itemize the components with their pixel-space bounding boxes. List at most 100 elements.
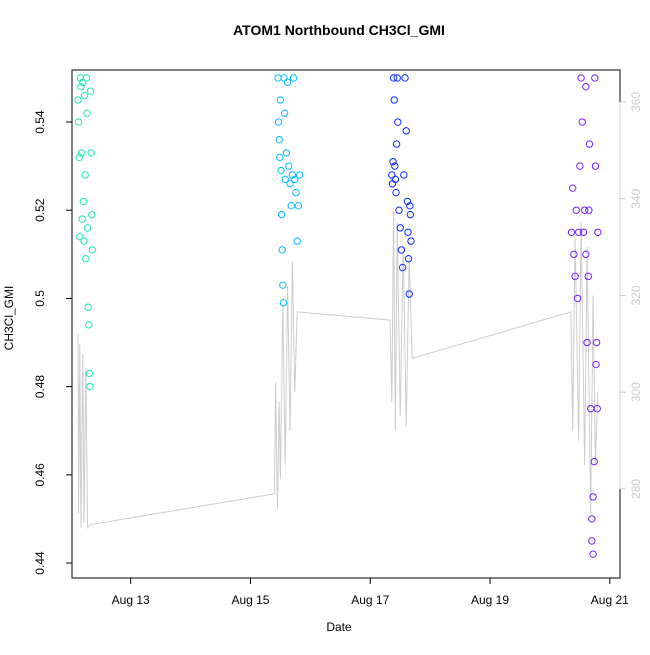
point — [276, 96, 285, 104]
point — [584, 272, 592, 281]
point — [85, 321, 93, 329]
y-tick-label: 0.5 — [33, 290, 47, 307]
point — [574, 228, 583, 236]
point — [86, 87, 95, 95]
point — [288, 171, 297, 179]
chart-title: ATOM1 Northbound CH3Cl_GMI — [233, 22, 445, 38]
point — [294, 202, 303, 210]
point — [82, 255, 90, 263]
x-tick-label: Aug 15 — [231, 593, 269, 607]
point — [389, 158, 397, 166]
point — [579, 228, 588, 236]
y-tick-label: 0.54 — [33, 110, 47, 134]
point — [591, 162, 600, 170]
point — [78, 215, 86, 223]
y2-tick-label: 360 — [629, 92, 643, 112]
point — [395, 206, 403, 214]
point — [292, 188, 300, 197]
point — [576, 162, 584, 170]
point — [88, 210, 96, 219]
y-axis-label: CH3Cl_GMI — [2, 286, 16, 351]
point — [277, 166, 285, 175]
point — [572, 206, 580, 214]
point — [79, 197, 88, 206]
point — [589, 550, 597, 558]
point — [277, 210, 286, 219]
point — [81, 171, 89, 179]
y2-tick-label: 280 — [629, 479, 643, 499]
point — [585, 140, 594, 148]
point — [396, 224, 404, 232]
point — [401, 74, 409, 82]
point — [74, 118, 83, 126]
x-tick-label: Aug 17 — [351, 593, 389, 607]
point — [88, 246, 97, 254]
point — [402, 127, 410, 135]
y-tick-label: 0.44 — [33, 551, 47, 575]
point — [286, 180, 294, 188]
point — [80, 91, 89, 100]
point — [391, 175, 400, 184]
point — [287, 202, 295, 210]
point — [388, 171, 396, 179]
point — [394, 118, 402, 126]
point — [570, 250, 578, 259]
point — [274, 118, 283, 126]
x-tick-label: Aug 13 — [112, 593, 150, 607]
point — [589, 493, 597, 501]
point — [406, 210, 415, 219]
y-tick-label: 0.52 — [33, 198, 47, 222]
point — [293, 237, 301, 245]
point — [83, 224, 92, 232]
point — [279, 299, 288, 307]
y-tick-label: 0.48 — [33, 375, 47, 399]
point — [83, 109, 91, 117]
point — [289, 74, 298, 82]
point — [405, 290, 413, 298]
point — [291, 175, 299, 184]
point — [591, 74, 599, 82]
point — [389, 74, 398, 82]
point — [279, 281, 287, 289]
point — [400, 171, 408, 179]
point — [283, 78, 292, 87]
point — [278, 246, 286, 254]
point — [406, 202, 414, 210]
y2-tick-label: 340 — [629, 188, 643, 208]
point — [590, 457, 598, 466]
point — [82, 74, 91, 82]
point — [85, 369, 94, 378]
point — [79, 78, 87, 87]
point — [588, 515, 596, 523]
plot-frame — [71, 69, 621, 579]
point — [407, 237, 415, 245]
point — [577, 74, 585, 82]
point — [582, 83, 590, 91]
y-tick-label: 0.46 — [33, 463, 47, 487]
point — [281, 175, 289, 184]
point — [275, 135, 283, 144]
point — [592, 338, 601, 347]
point — [391, 162, 399, 170]
x-tick-label: Aug 19 — [471, 593, 509, 607]
point — [280, 74, 288, 82]
point — [86, 382, 94, 391]
point — [404, 228, 412, 236]
point — [586, 404, 595, 413]
x-tick-label: Aug 21 — [591, 593, 629, 607]
point — [76, 232, 84, 241]
y2-tick-label: 320 — [629, 285, 643, 305]
point — [295, 171, 304, 179]
point — [578, 118, 586, 126]
point — [585, 206, 593, 214]
point — [274, 74, 282, 82]
point — [588, 537, 596, 545]
point — [282, 149, 291, 157]
line — [77, 208, 599, 530]
point — [390, 96, 398, 104]
point — [573, 294, 582, 303]
x-axis-label: Date — [326, 620, 352, 634]
point — [280, 109, 289, 117]
point — [74, 96, 82, 104]
